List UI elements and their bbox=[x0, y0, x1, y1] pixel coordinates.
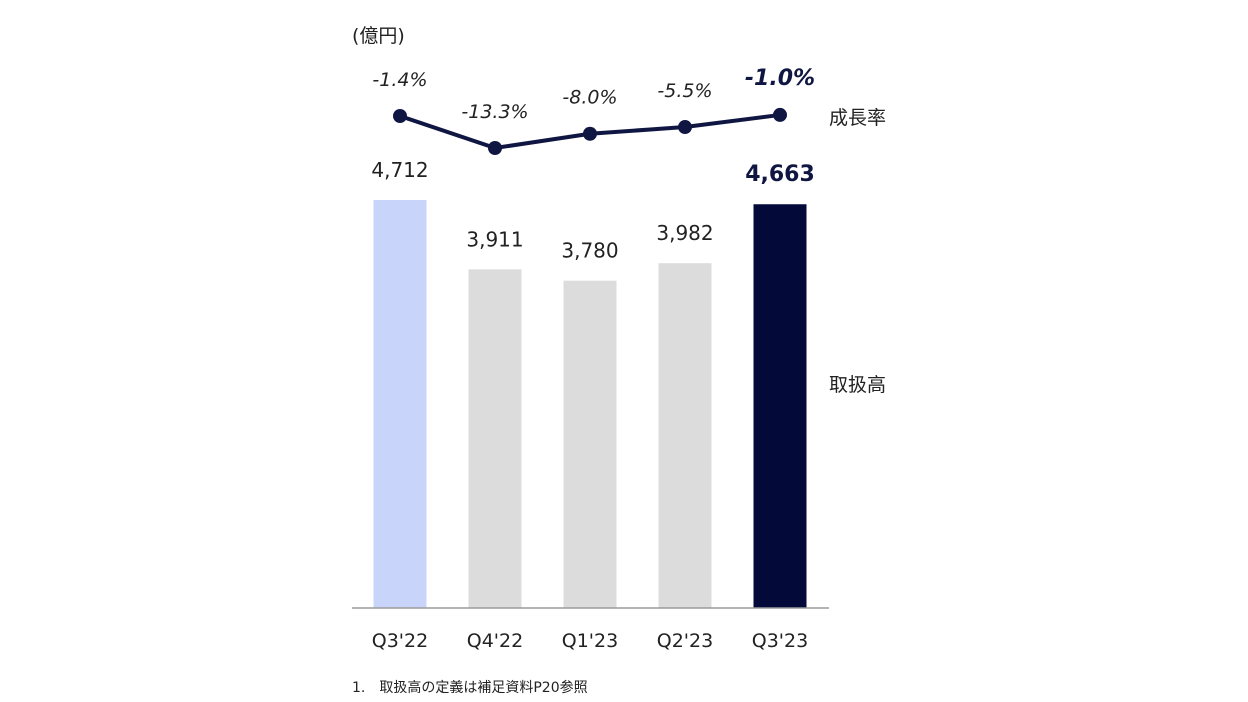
growth-value-label: -1.4% bbox=[372, 69, 427, 91]
growth-labels-layer: -1.4% -13.3% -8.0% -5.5% -1.0% bbox=[372, 66, 815, 123]
bar bbox=[563, 280, 617, 608]
growth-point bbox=[678, 120, 692, 135]
bar bbox=[373, 200, 427, 608]
growth-value-label: -8.0% bbox=[562, 87, 617, 109]
bar bbox=[468, 269, 522, 608]
growth-value-label: -5.5% bbox=[657, 80, 712, 102]
growth-point bbox=[773, 107, 787, 122]
bar-value-label: 3,780 bbox=[561, 239, 618, 263]
bar-value-label: 3,982 bbox=[656, 221, 713, 245]
x-tick-label: Q4'22 bbox=[467, 630, 523, 652]
bar-labels-layer: 4,712 3,911 3,780 3,982 4,663 bbox=[371, 158, 814, 263]
footnote: 1. 取扱高の定義は補足資料P20参照 bbox=[352, 680, 588, 696]
growth-value-label: -13.3% bbox=[461, 101, 528, 123]
x-tick-label: Q3'23 bbox=[752, 630, 808, 652]
x-tick-label: Q2'23 bbox=[657, 630, 713, 652]
bar bbox=[753, 204, 807, 608]
growth-point bbox=[583, 126, 597, 141]
x-tick-label: Q3'22 bbox=[372, 630, 428, 652]
growth-value-label: -1.0% bbox=[745, 66, 815, 91]
volume-series-label: 取扱高 bbox=[829, 374, 887, 396]
growth-line-layer bbox=[393, 107, 787, 155]
category-labels-layer: Q3'22 Q4'22 Q1'23 Q2'23 Q3'23 bbox=[372, 630, 808, 652]
growth-series-label: 成長率 bbox=[829, 107, 887, 129]
bar-value-label: 4,712 bbox=[371, 158, 428, 182]
x-tick-label: Q1'23 bbox=[562, 630, 618, 652]
growth-point bbox=[393, 109, 407, 123]
bars-layer bbox=[373, 200, 807, 608]
bar bbox=[658, 263, 712, 608]
growth-point bbox=[488, 141, 502, 155]
unit-label: (億円) bbox=[352, 25, 405, 47]
bar-value-label: 4,663 bbox=[745, 162, 815, 187]
bar-value-label: 3,911 bbox=[466, 227, 523, 251]
